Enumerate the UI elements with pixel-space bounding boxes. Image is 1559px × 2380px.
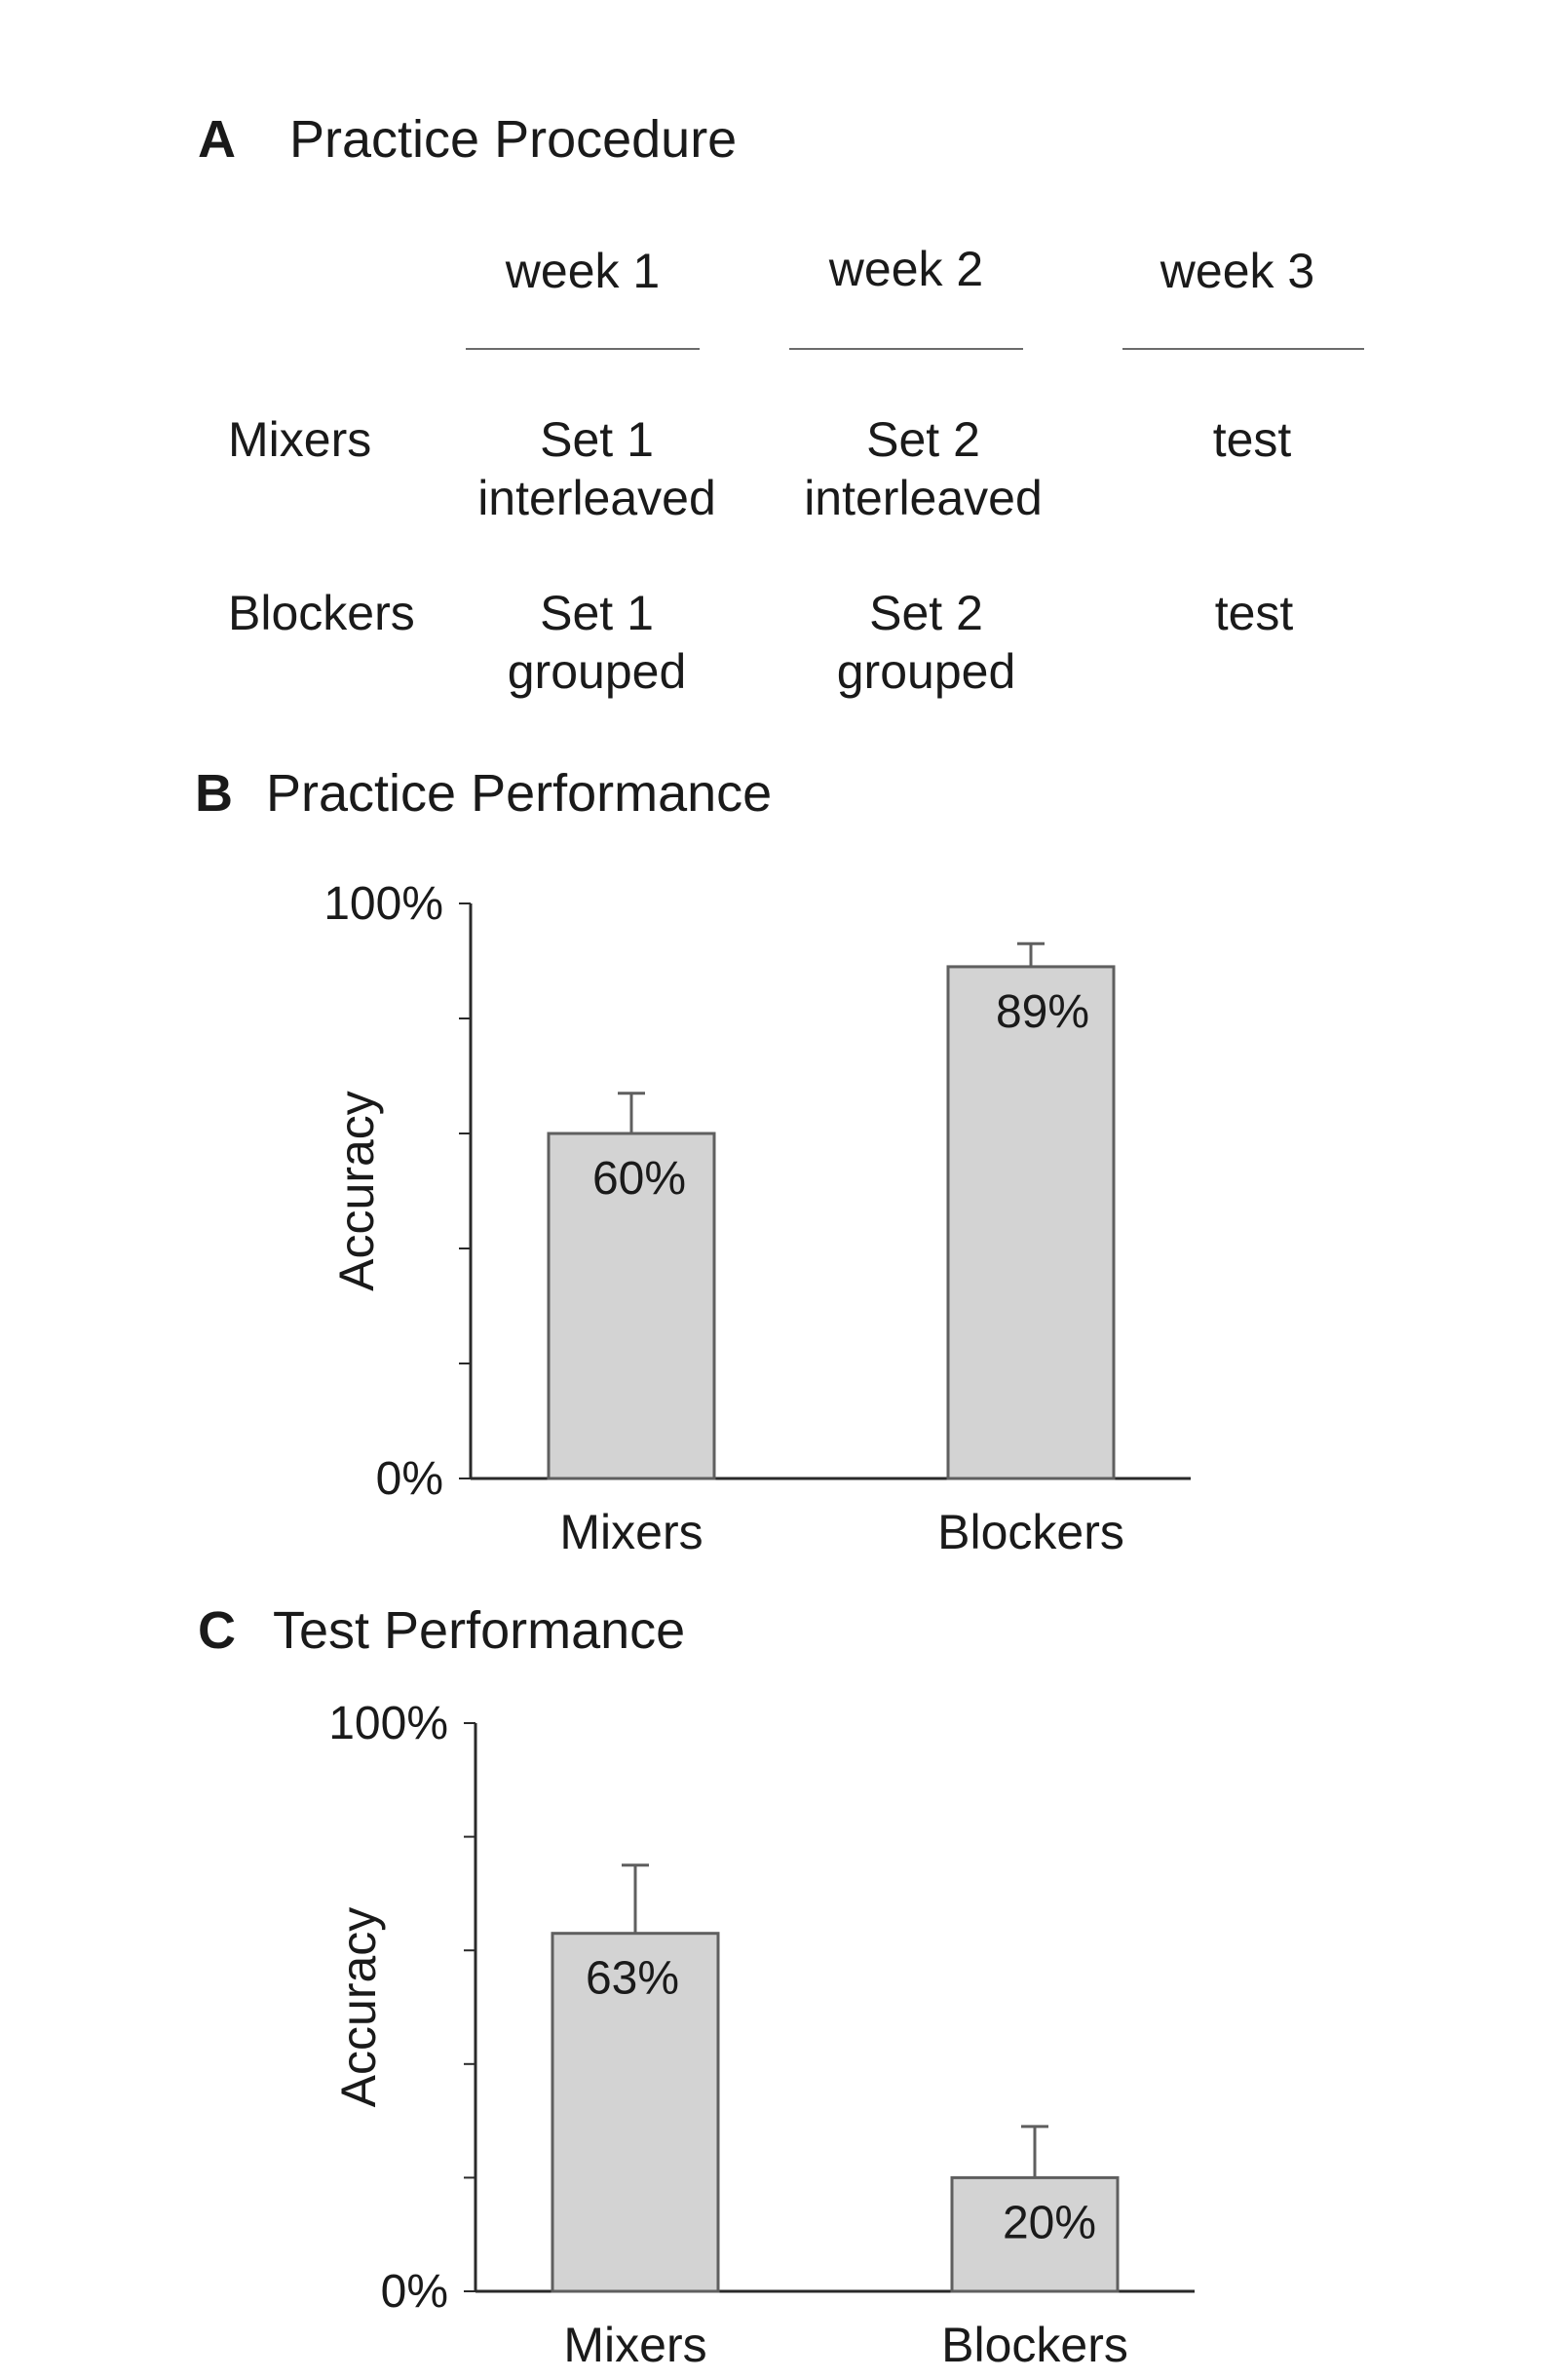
test-performance-chart: 100% 0% Accuracy 63% Mixers 20% Blockers — [328, 1698, 1195, 2372]
data-label: 63% — [586, 1953, 679, 2005]
cell-line: Set 1 — [540, 412, 654, 467]
data-label: 20% — [1003, 2197, 1096, 2248]
blockers-week-1-cell: Set 1 grouped — [458, 584, 736, 701]
y-tick-label-bottom: 0% — [376, 1453, 443, 1505]
bar-mixers — [551, 1932, 720, 2293]
y-axis-label: Accuracy — [329, 1091, 384, 1291]
x-tick-label: Blockers — [937, 1505, 1124, 1559]
blockers-week-3-cell: test — [1157, 584, 1351, 642]
cell-line: Set 1 — [540, 586, 654, 640]
panel-a-letter: A — [198, 110, 236, 169]
y-tick-label-top: 100% — [328, 1698, 448, 1749]
panel-c-title: Test Performance — [273, 1601, 686, 1660]
week-1-header: week 1 — [505, 244, 661, 298]
panel-a-title: Practice Procedure — [289, 110, 738, 169]
blockers-week-2-cell: Set 2 grouped — [787, 584, 1065, 701]
week-3-header: week 3 — [1160, 244, 1315, 298]
cell-line: grouped — [507, 644, 687, 699]
y-tick-label-top: 100% — [323, 878, 443, 930]
mixers-week-3-cell: test — [1155, 410, 1350, 469]
practice-performance-chart: 100% 0% Accuracy 60% Mixers 89% Blockers — [323, 878, 1191, 1559]
week-1-rule — [466, 348, 700, 350]
cell-line: test — [1214, 586, 1294, 640]
cell-line: Set 2 — [866, 412, 980, 467]
x-tick-label: Mixers — [559, 1505, 703, 1559]
panel-c-letter: C — [198, 1601, 236, 1660]
panel-b-letter: B — [195, 764, 233, 823]
mixers-week-2-cell: Set 2 interleaved — [784, 410, 1062, 527]
cell-line: test — [1212, 412, 1292, 467]
mixers-week-1-cell: Set 1 interleaved — [458, 410, 736, 527]
data-label: 60% — [592, 1153, 686, 1205]
cell-line: grouped — [836, 644, 1016, 699]
cell-line: Set 2 — [869, 586, 983, 640]
row-label-blockers: Blockers — [228, 586, 415, 640]
cell-line: interleaved — [804, 471, 1043, 525]
week-2-rule — [789, 348, 1023, 350]
bar-blockers — [950, 2175, 1120, 2293]
y-axis-label: Accuracy — [331, 1907, 386, 2108]
week-2-header: week 2 — [828, 242, 984, 296]
bar-mixers — [547, 1132, 716, 1480]
x-tick-label: Blockers — [941, 2318, 1128, 2372]
x-tick-label: Mixers — [563, 2318, 706, 2372]
bar-blockers — [946, 965, 1116, 1480]
data-label: 89% — [996, 986, 1089, 1038]
week-3-rule — [1122, 348, 1364, 350]
panel-b-title: Practice Performance — [266, 764, 773, 823]
y-tick-label-bottom: 0% — [381, 2266, 448, 2318]
row-label-mixers: Mixers — [228, 412, 372, 467]
cell-line: interleaved — [477, 471, 716, 525]
